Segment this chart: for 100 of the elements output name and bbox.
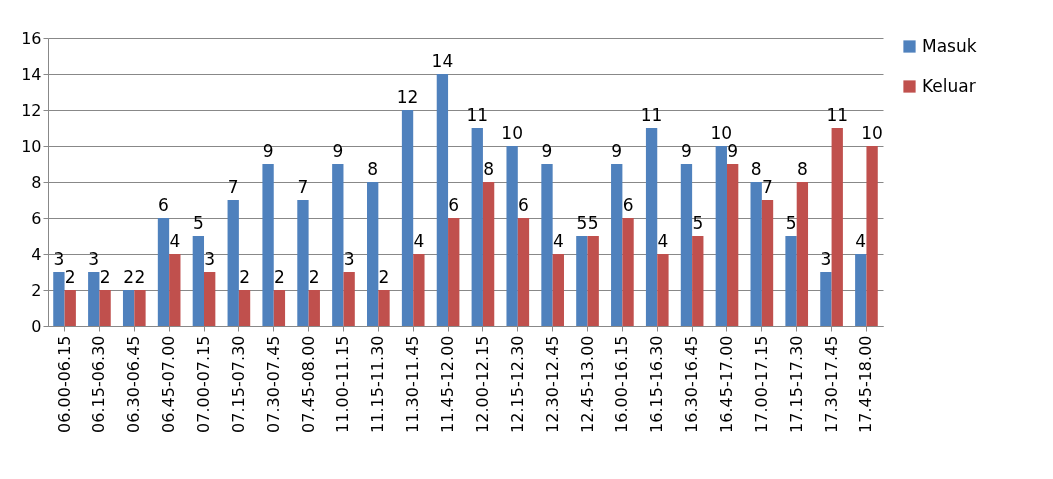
data-label: 5 bbox=[692, 213, 704, 233]
data-label: 9 bbox=[727, 141, 739, 161]
x-tick-label: 16.45-17.00 bbox=[716, 335, 736, 433]
y-tick-label: 2 bbox=[31, 280, 42, 300]
data-label: 8 bbox=[483, 159, 495, 179]
y-tick-label: 8 bbox=[31, 172, 42, 192]
bar bbox=[517, 218, 530, 326]
bar bbox=[53, 272, 65, 326]
x-tick-label: 06.30-06.45 bbox=[124, 335, 144, 433]
y-tick-label: 6 bbox=[31, 208, 42, 228]
x-tick-label: 17.45-18.00 bbox=[856, 335, 876, 433]
bar bbox=[64, 290, 76, 326]
legend-label: Masuk bbox=[922, 35, 977, 56]
bar bbox=[273, 290, 286, 326]
x-tick-label: 12.45-13.00 bbox=[577, 335, 597, 433]
bar bbox=[785, 236, 797, 326]
x-tick-label: 12.30-12.45 bbox=[542, 335, 562, 433]
data-label: 9 bbox=[541, 141, 553, 161]
bar bbox=[611, 164, 623, 326]
bar bbox=[448, 218, 460, 326]
data-label: 10 bbox=[501, 123, 523, 143]
data-label: 6 bbox=[448, 195, 460, 215]
bar bbox=[134, 290, 146, 326]
data-label: 9 bbox=[262, 141, 274, 161]
x-tick-label: 17.30-17.45 bbox=[821, 335, 841, 433]
bar bbox=[88, 272, 100, 326]
y-tick-label: 14 bbox=[21, 64, 42, 84]
bar bbox=[761, 200, 774, 326]
bar bbox=[367, 182, 379, 326]
data-label: 4 bbox=[413, 231, 425, 251]
y-tick-label: 12 bbox=[21, 100, 42, 120]
data-label: 2 bbox=[123, 267, 135, 287]
bar bbox=[855, 254, 867, 326]
data-label: 2 bbox=[239, 267, 250, 287]
bar bbox=[343, 272, 355, 326]
data-label: 7 bbox=[762, 177, 773, 197]
data-label: 8 bbox=[367, 159, 379, 179]
data-label: 2 bbox=[378, 267, 390, 287]
bar bbox=[227, 200, 239, 326]
x-tick-label: 07.45-08.00 bbox=[298, 335, 318, 433]
data-label: 12 bbox=[396, 87, 419, 107]
data-label: 5 bbox=[785, 213, 797, 233]
x-tick-label: 11.45-12.00 bbox=[438, 335, 458, 433]
bar bbox=[587, 236, 599, 326]
bar bbox=[169, 254, 181, 326]
bar bbox=[645, 128, 658, 326]
data-label: 6 bbox=[158, 195, 169, 215]
data-label: 2 bbox=[99, 267, 111, 287]
x-tick-label: 12.15-12.30 bbox=[507, 335, 527, 433]
bar bbox=[262, 164, 274, 326]
bar bbox=[576, 236, 588, 326]
bar bbox=[692, 236, 704, 326]
bar bbox=[506, 146, 518, 326]
data-label: 9 bbox=[611, 141, 623, 161]
data-label: 7 bbox=[227, 177, 239, 197]
bar bbox=[238, 290, 251, 326]
bar bbox=[796, 182, 809, 326]
data-label: 4 bbox=[169, 231, 181, 251]
data-label: 10 bbox=[710, 123, 733, 143]
x-tick-label: 11.30-11.45 bbox=[403, 335, 423, 433]
x-tick-label: 12.00-12.15 bbox=[472, 335, 492, 433]
y-tick-label: 0 bbox=[31, 316, 42, 336]
data-label: 11 bbox=[826, 105, 849, 125]
data-label: 6 bbox=[622, 195, 634, 215]
data-label: 4 bbox=[552, 231, 564, 251]
x-tick-label: 16.30-16.45 bbox=[682, 335, 702, 433]
data-label: 7 bbox=[297, 177, 309, 197]
y-tick-label: 4 bbox=[31, 244, 42, 264]
data-label: 8 bbox=[750, 159, 762, 179]
bar bbox=[99, 290, 111, 326]
bar bbox=[308, 290, 320, 326]
data-label: 5 bbox=[576, 213, 588, 233]
bar bbox=[657, 254, 669, 326]
y-tick-label: 10 bbox=[21, 136, 42, 156]
data-label: 2 bbox=[308, 267, 320, 287]
bar bbox=[332, 164, 344, 326]
data-label: 9 bbox=[332, 141, 344, 161]
bar bbox=[482, 182, 495, 326]
bar bbox=[680, 164, 693, 326]
x-tick-label: 11.15-11.30 bbox=[368, 335, 388, 433]
bar bbox=[204, 272, 216, 326]
bar bbox=[622, 218, 634, 326]
data-label: 3 bbox=[88, 249, 100, 269]
data-label: 3 bbox=[53, 249, 65, 269]
data-label: 4 bbox=[657, 231, 669, 251]
x-tick-label: 07.00-07.15 bbox=[194, 335, 214, 433]
y-tick-label: 16 bbox=[21, 28, 42, 48]
bar bbox=[192, 236, 205, 326]
x-tick-label: 06.15-06.30 bbox=[89, 335, 109, 433]
bar bbox=[552, 254, 564, 326]
bar bbox=[831, 128, 843, 326]
data-label: 6 bbox=[518, 195, 529, 215]
data-label: 3 bbox=[343, 249, 355, 269]
legend-label: Keluar bbox=[922, 75, 976, 96]
data-label: 11 bbox=[640, 105, 663, 125]
bar bbox=[866, 146, 878, 326]
data-label: 8 bbox=[796, 159, 808, 179]
bar bbox=[378, 290, 390, 326]
bar bbox=[471, 128, 483, 326]
x-tick-label: 11.00-11.15 bbox=[333, 335, 353, 433]
